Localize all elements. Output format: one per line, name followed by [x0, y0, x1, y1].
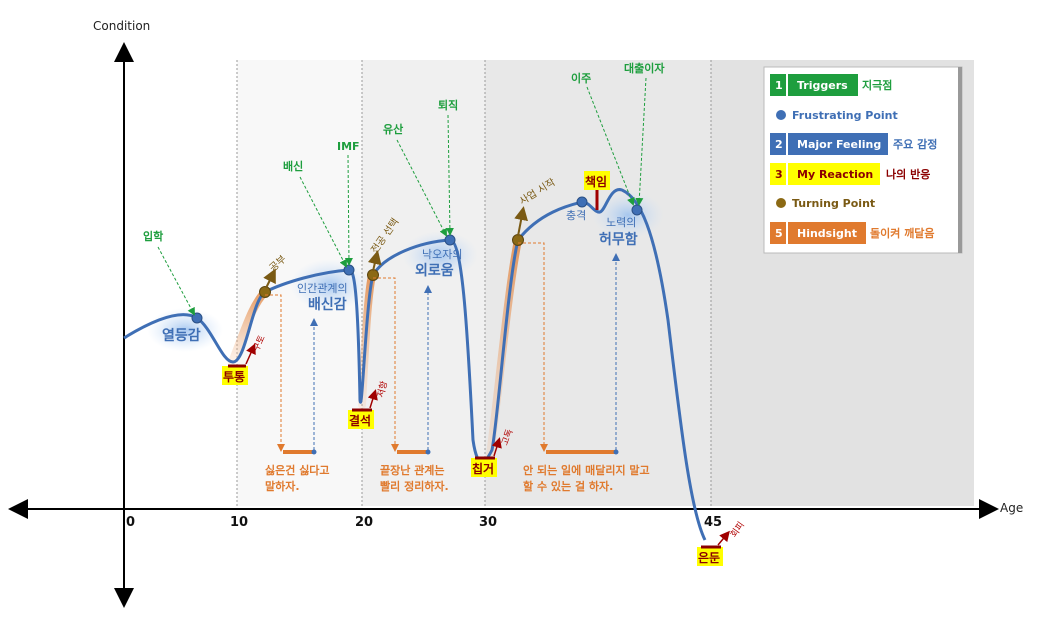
hindsight-1-line1: 싫은건 싫다고: [265, 463, 330, 477]
trigger-resign: 퇴직: [438, 98, 458, 112]
legend-frustrating-label: Frustrating Point: [792, 109, 898, 122]
tick-30: 30: [479, 515, 497, 530]
legend-hindsight-num: [770, 222, 786, 244]
feeling-futility-small: 노력의: [606, 216, 636, 229]
reaction-responsibility: 책임: [585, 174, 607, 189]
feeling-loneliness-small: 낙오자의: [422, 248, 462, 261]
svg-text:3: 3: [775, 168, 783, 181]
reaction-arrow-holeup: [491, 437, 502, 457]
reaction-box-absence: [348, 410, 374, 429]
trigger-loan: 대출이자: [624, 61, 665, 75]
reaction-hole-up: 칩거: [472, 461, 494, 476]
frustrating-point-inferiority: [191, 312, 203, 324]
hindsight-2-line1: 끝장난 관계는: [380, 463, 445, 477]
turning-point-major: [367, 269, 379, 281]
legend-turning-label: Turning Point: [792, 197, 875, 210]
feeling-futility-large: 허무함: [599, 231, 638, 248]
legend-triggers-num: [770, 74, 786, 96]
trigger-betrayal: 배신: [283, 159, 303, 173]
legend-feeling-label: Major Feeling: [797, 138, 881, 151]
reaction-note-retire: 회피: [728, 520, 747, 540]
legend-feeling-kr: 주요 감정: [893, 137, 937, 151]
trigger-imf: IMF: [337, 140, 360, 153]
trigger-move: 이주: [571, 71, 591, 85]
legend-feeling-box: [788, 133, 888, 155]
hindsight-dot-3: [613, 449, 619, 455]
feeling-shock: 충격: [566, 209, 586, 222]
turn-arrow-study: [263, 268, 276, 289]
legend-reaction-box: [788, 163, 880, 185]
glow-futility: [592, 191, 664, 239]
tick-10: 10: [230, 515, 248, 530]
feeling-betrayal-small: 인간관계의: [297, 282, 348, 295]
legend-frustrating-icon: [776, 110, 786, 120]
reaction-arrow-fight: [245, 343, 256, 365]
tick-45: 45: [704, 515, 722, 530]
reaction-box-fight: [222, 366, 248, 385]
svg-text:5: 5: [775, 227, 783, 240]
legend-triggers-kr: 지극점: [862, 78, 892, 92]
band-30-45: [485, 60, 711, 506]
legend-triggers-label: Triggers: [797, 79, 848, 92]
hindsight-brackets: [265, 242, 620, 454]
tick-20: 20: [355, 515, 373, 530]
reaction-box-retire: [697, 547, 723, 566]
y-axis-label: Condition: [93, 19, 150, 33]
hindsight-dot-1: [311, 449, 317, 455]
condition-curve: [123, 188, 707, 541]
frustrating-point-futility: [631, 204, 643, 216]
reaction-fight: 투통: [223, 369, 245, 384]
feeling-inferiority: 열등감: [162, 327, 201, 344]
legend-triggers-box: [788, 74, 858, 96]
legend: 1 Triggers 지극점 Frustrating Point 2 Major…: [763, 66, 963, 254]
trigger-arrows: [157, 77, 647, 316]
frustrating-point-shock: [576, 196, 588, 208]
svg-text:2: 2: [775, 138, 783, 151]
tick-0: 0: [126, 515, 135, 530]
legend-reaction-label: My Reaction: [797, 168, 873, 181]
trigger-entrance: 입학: [143, 229, 163, 243]
feeling-betrayal-large: 배신감: [308, 296, 347, 313]
reaction-arrow-absence: [367, 389, 378, 409]
hindsight-dot-2: [425, 449, 431, 455]
legend-hindsight-label: Hindsight: [797, 227, 857, 240]
hindsight-3-line2: 할 수 있는 걸 하자.: [523, 479, 613, 493]
reaction-arrow-retire: [717, 530, 730, 546]
hindsight-2-line2: 빨리 정리하자.: [380, 479, 449, 493]
frustrating-point-loneliness: [444, 234, 456, 246]
turn-arrow-business: [514, 206, 528, 237]
reaction-retire: 은둔: [698, 551, 720, 565]
legend-hindsight-box: [788, 222, 866, 244]
frustrating-point-betrayal: [343, 264, 355, 276]
feeling-loneliness-large: 외로움: [415, 262, 454, 279]
turn-arrow-major: [367, 250, 382, 272]
trigger-miscarriage: 유산: [383, 122, 403, 136]
legend-feeling-num: [770, 133, 786, 155]
legend-hindsight-kr: 돌이켜 깨달음: [870, 226, 935, 240]
reaction-box-holeup: [471, 458, 497, 477]
band-20-30: [362, 60, 485, 506]
reaction-box-responsibility: [584, 171, 610, 190]
x-axis-label: Age: [1000, 501, 1023, 515]
hindsight-3-line1: 안 되는 일에 매달리지 말고: [523, 463, 650, 477]
legend-turning-icon: [776, 198, 786, 208]
svg-text:1: 1: [775, 79, 783, 92]
reaction-note-holeup: 고독: [499, 428, 515, 447]
reaction-absence: 결석: [349, 413, 371, 428]
legend-reaction-num: [770, 163, 786, 185]
hindsight-1-line2: 말하자.: [265, 479, 300, 493]
turning-point-business: [512, 234, 524, 246]
reaction-note-absence: 저항: [375, 380, 390, 399]
turning-point-study: [259, 286, 271, 298]
legend-reaction-kr: 나의 반응: [886, 167, 930, 181]
